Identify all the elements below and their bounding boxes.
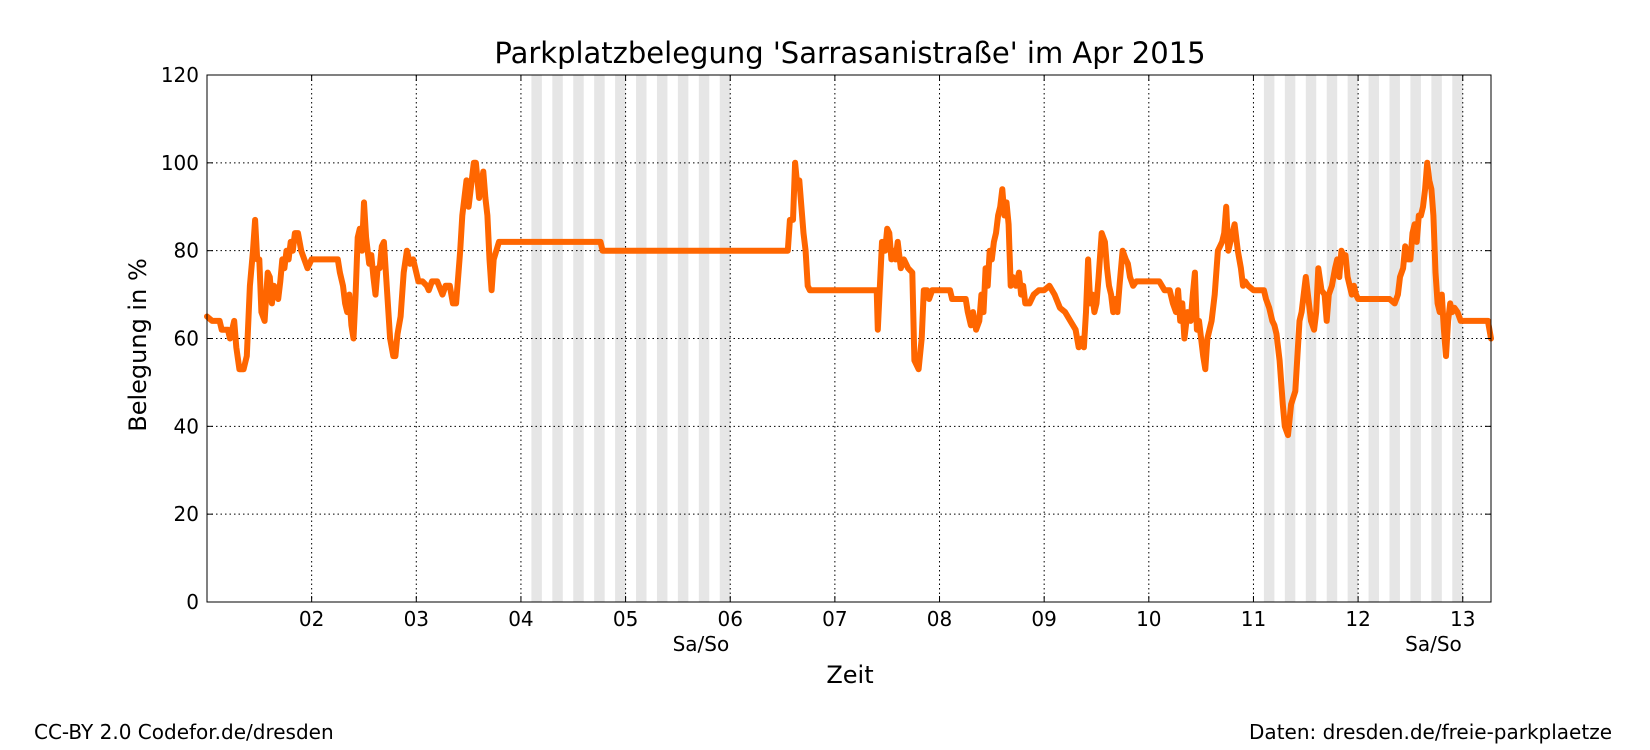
weekend-band-stripe <box>1284 75 1296 602</box>
x-tick-label: 11 <box>1241 607 1266 631</box>
license-note: CC-BY 2.0 Codefor.de/dresden <box>34 720 334 744</box>
weekend-band-stripe <box>552 75 563 602</box>
y-tick-label: 80 <box>174 239 199 263</box>
weekend-band-stripe <box>573 75 584 602</box>
weekend-band-stripe <box>1305 75 1317 602</box>
y-tick-label: 60 <box>174 327 199 351</box>
x-tick-label: 12 <box>1345 607 1370 631</box>
chart-title: Parkplatzbelegung 'Sarrasanistraße' im A… <box>494 36 1205 70</box>
y-tick-label: 100 <box>161 151 199 175</box>
data-source-note: Daten: dresden.de/freie-parkplaetze <box>1249 720 1612 744</box>
x-tick-label: 03 <box>404 607 429 631</box>
x-axis-label: Zeit <box>826 661 873 689</box>
x-tick-label: 05 <box>613 607 638 631</box>
y-tick-label: 120 <box>161 63 199 87</box>
x-tick-label: 13 <box>1450 607 1475 631</box>
x-tick-label: 04 <box>508 607 533 631</box>
x-tick-label: 07 <box>822 607 847 631</box>
x-tick-label: 02 <box>299 607 324 631</box>
x-tick-label: 08 <box>927 607 952 631</box>
weekend-band-stripe <box>1452 75 1463 602</box>
weekend-band-stripe <box>698 75 710 602</box>
y-axis-label: Belegung in % <box>124 258 152 432</box>
weekend-band-stripe <box>1326 75 1338 602</box>
weekend-band-stripe <box>615 75 626 602</box>
x-tick-label: 10 <box>1136 607 1161 631</box>
y-tick-label: 20 <box>174 502 199 526</box>
weekend-label: Sa/So <box>673 632 730 656</box>
weekend-band-stripe <box>1389 75 1400 602</box>
y-tick-label: 0 <box>186 590 199 614</box>
y-tick-label: 40 <box>174 414 199 438</box>
weekend-band-stripe <box>1410 75 1421 602</box>
weekend-label: Sa/So <box>1405 632 1462 656</box>
x-tick-label: 09 <box>1031 607 1056 631</box>
x-tick-label: 06 <box>718 607 743 631</box>
series-line <box>204 159 1494 439</box>
weekend-band-stripe <box>636 75 647 602</box>
weekend-band-stripe <box>677 75 689 602</box>
weekend-band-stripe <box>1347 75 1359 602</box>
